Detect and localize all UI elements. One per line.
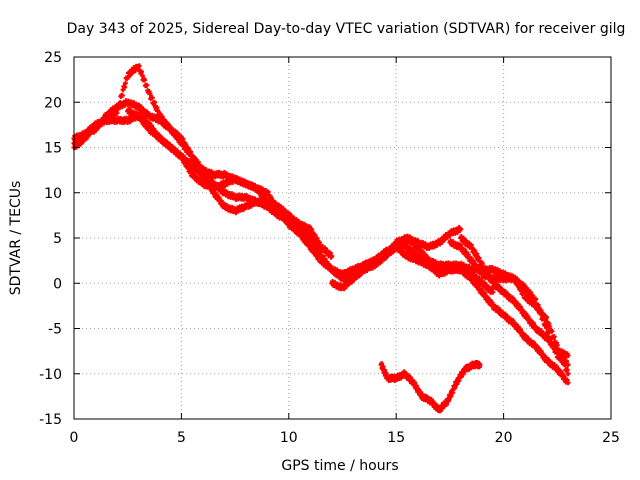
data-point (283, 215, 289, 221)
x-axis-label: GPS time / hours (281, 458, 398, 474)
data-point (446, 397, 452, 403)
data-point (551, 342, 557, 348)
data-point (147, 91, 153, 97)
data-point (471, 248, 477, 254)
data-point (149, 95, 155, 101)
data-point (533, 296, 539, 302)
data-point (172, 130, 178, 136)
data-point (262, 194, 268, 200)
data-point (180, 155, 186, 161)
data-point (540, 316, 546, 322)
data-point (479, 287, 485, 293)
data-point (479, 260, 485, 266)
data-point (91, 126, 97, 132)
data-point (565, 380, 571, 386)
data-point (487, 273, 493, 279)
data-point (422, 252, 428, 258)
data-point (546, 330, 552, 336)
data-point (119, 92, 125, 98)
y-tick-label: 0 (53, 276, 62, 292)
data-point (383, 370, 389, 376)
data-point (565, 362, 571, 368)
data-point (329, 253, 335, 259)
data-point (122, 84, 128, 90)
data-point (547, 323, 553, 329)
y-axis-label: SDTVAR / TECUs (8, 181, 24, 296)
data-point (191, 155, 197, 161)
data-point (565, 371, 571, 377)
y-tick-label: 5 (53, 231, 62, 247)
data-point (515, 324, 521, 330)
data-point (460, 371, 466, 377)
data-point (152, 99, 158, 105)
data-point (536, 345, 542, 351)
data-point (531, 320, 537, 326)
data-point (523, 311, 529, 317)
data-point (515, 301, 521, 307)
data-point (463, 249, 469, 255)
x-tick-label: 5 (177, 430, 186, 446)
data-point (448, 394, 454, 400)
data-point (144, 82, 150, 88)
data-point (544, 332, 550, 338)
data-point (193, 158, 199, 164)
data-point (544, 325, 550, 331)
data-point (538, 311, 544, 317)
data-point (487, 297, 493, 303)
x-tick-label: 20 (495, 430, 513, 446)
data-point (136, 63, 142, 69)
y-tick-label: -10 (39, 367, 62, 383)
data-point (382, 255, 388, 261)
data-point (458, 226, 464, 232)
y-tick-label: 15 (44, 141, 62, 157)
data-point (182, 158, 188, 164)
data-point (312, 232, 318, 238)
data-point (474, 251, 480, 257)
y-tick-label: -5 (48, 322, 62, 338)
data-point (214, 192, 220, 198)
data-point (303, 237, 309, 243)
data-point (122, 80, 128, 86)
data-point (83, 136, 89, 142)
data-point (139, 73, 145, 79)
data-point (477, 362, 483, 368)
grid (74, 57, 611, 419)
data-point (468, 256, 474, 262)
data-points (71, 63, 571, 414)
data-point (157, 111, 163, 117)
x-tick-label: 15 (387, 430, 405, 446)
data-point (551, 334, 557, 340)
ticks: 0 5 10 15 20 25 -15 -10 -5 0 5 10 15 20 25 (39, 50, 620, 446)
y-tick-label: 10 (44, 186, 62, 202)
series-track-i (378, 360, 483, 414)
x-tick-label: 10 (280, 430, 298, 446)
data-point (146, 120, 152, 126)
chart-title: Day 343 of 2025, Sidereal Day-to-day VTE… (67, 21, 626, 37)
data-point (155, 107, 161, 113)
data-point (327, 250, 333, 256)
series-track-a (71, 63, 324, 255)
y-tick-label: 20 (44, 95, 62, 111)
data-point (490, 289, 496, 295)
series-track-f (393, 238, 571, 386)
y-tick-label: 25 (44, 50, 62, 66)
y-tick-label: -15 (39, 412, 62, 428)
data-point (415, 242, 421, 248)
data-point (544, 314, 550, 320)
data-point (418, 389, 424, 395)
data-point (142, 77, 148, 83)
data-point (314, 235, 320, 241)
x-tick-label: 0 (70, 430, 79, 446)
x-tick-label: 25 (602, 430, 620, 446)
data-point (379, 361, 385, 367)
data-point (484, 270, 490, 276)
series-track-h (458, 234, 571, 360)
data-point (565, 353, 571, 359)
